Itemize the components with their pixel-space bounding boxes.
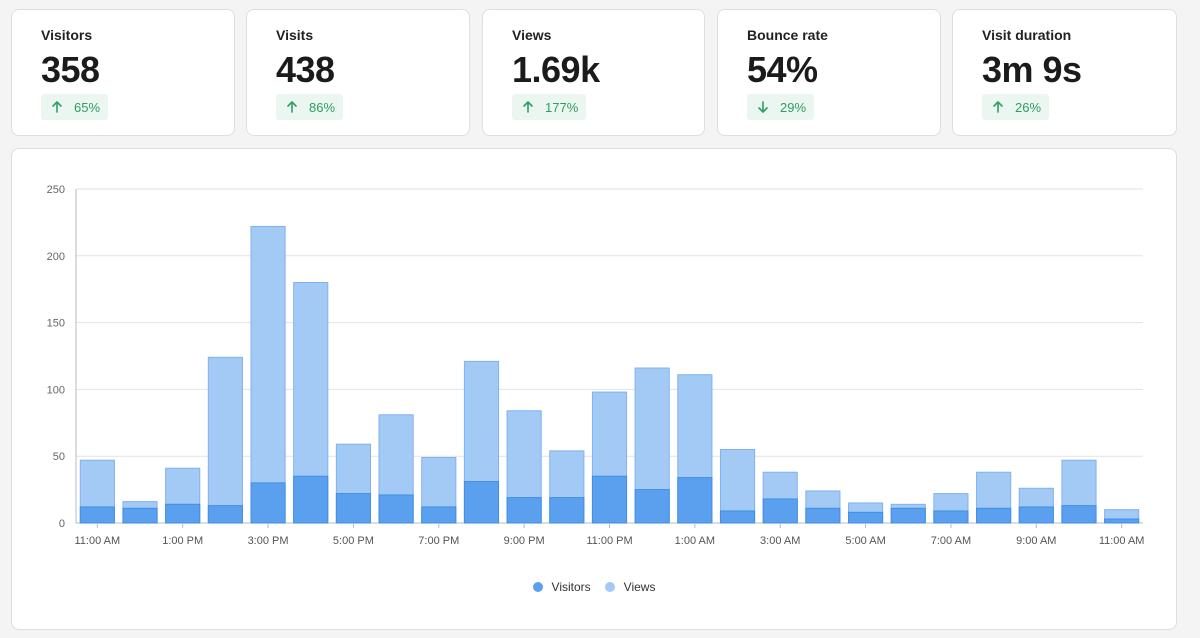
metric-change-badge: 86%: [276, 94, 344, 120]
metric-change-badge: 29%: [747, 94, 815, 120]
legend-label: Visitors: [551, 580, 591, 594]
bar-visitors[interactable]: [293, 475, 329, 524]
bar-visitors[interactable]: [805, 507, 841, 524]
metric-value: 1.69k: [512, 49, 600, 90]
y-tick-label: 200: [47, 251, 65, 263]
bar-visitors[interactable]: [1018, 506, 1054, 524]
bar-visitors[interactable]: [463, 481, 500, 524]
metric-change-value: 26%: [1015, 99, 1042, 115]
metric-label: Visits: [276, 27, 314, 43]
bar-visitors[interactable]: [207, 505, 243, 524]
metric-card-visit-duration[interactable]: Visit duration 3m 9s 26%: [952, 9, 1177, 136]
metric-value: 3m 9s: [982, 49, 1082, 90]
bar-chart[interactable]: 0 50 100 150 200 250 11:00 AM 1:00 PM 3:00 PM 5:0…: [12, 149, 1178, 569]
metric-label: Visitors: [41, 27, 93, 43]
metric-label: Bounce rate: [747, 27, 828, 43]
metric-change-value: 65%: [74, 99, 101, 115]
bar-views[interactable]: [207, 356, 243, 524]
metric-change-badge: 65%: [41, 94, 109, 120]
bar-visitors[interactable]: [719, 510, 756, 524]
metric-card-bounce-rate[interactable]: Bounce rate 54% 29%: [717, 9, 941, 136]
arrow-up-icon: [50, 100, 64, 114]
x-tick-label: 1:00 AM: [675, 535, 715, 547]
x-tick-label: 1:00 PM: [162, 535, 203, 547]
metric-label: Views: [512, 27, 552, 43]
x-tick-label: 11:00 AM: [1099, 535, 1145, 547]
bar-visitors[interactable]: [890, 507, 926, 524]
bar-visitors[interactable]: [165, 503, 201, 524]
metric-card-visits[interactable]: Visits 438 86%: [246, 9, 470, 136]
bar-visitors[interactable]: [250, 482, 286, 524]
metric-change-value: 86%: [309, 99, 336, 115]
x-tick-label: 7:00 AM: [931, 535, 971, 547]
chart-legend: Visitors Views: [12, 580, 1176, 594]
x-tick-label: 3:00 PM: [248, 535, 289, 547]
legend-item-visitors[interactable]: Visitors: [532, 580, 591, 594]
legend-swatch-views: [604, 582, 615, 592]
bar-visitors[interactable]: [677, 477, 713, 524]
metric-value: 54%: [747, 49, 818, 90]
x-tick-label: 5:00 AM: [845, 535, 885, 547]
metric-change-badge: 177%: [512, 94, 587, 120]
bar-visitors[interactable]: [1104, 518, 1140, 524]
bar-visitors[interactable]: [591, 475, 628, 524]
bar-visitors[interactable]: [122, 507, 158, 524]
y-tick-label: 250: [47, 184, 65, 196]
legend-swatch-visitors: [532, 582, 543, 592]
metric-value: 358: [41, 49, 100, 90]
metric-card-views[interactable]: Views 1.69k 177%: [482, 9, 705, 136]
arrow-up-icon: [991, 100, 1005, 114]
metric-change-value: 177%: [545, 99, 579, 115]
arrow-down-icon: [756, 100, 770, 114]
bar-views[interactable]: [250, 225, 286, 524]
bar-visitors[interactable]: [1061, 505, 1097, 524]
metric-label: Visit duration: [982, 27, 1072, 43]
y-tick-label: 0: [59, 518, 65, 530]
x-tick-label: 11:00 AM: [75, 535, 121, 547]
x-tick-label: 9:00 PM: [504, 535, 545, 547]
bar-visitors[interactable]: [378, 494, 414, 524]
bar-visitors[interactable]: [933, 510, 969, 524]
chart-card: 0 50 100 150 200 250 11:00 AM 1:00 PM 3:00 PM 5:0…: [11, 148, 1177, 630]
bar-visitors[interactable]: [848, 511, 884, 524]
bar-visitors[interactable]: [762, 498, 798, 524]
bar-visitors[interactable]: [506, 497, 542, 524]
arrow-up-icon: [285, 100, 299, 114]
metric-change-badge: 26%: [982, 94, 1050, 120]
legend-item-views[interactable]: Views: [604, 580, 656, 594]
arrow-up-icon: [521, 100, 535, 114]
metric-value: 438: [276, 49, 335, 90]
bar-visitors[interactable]: [634, 489, 670, 524]
bar-visitors[interactable]: [976, 507, 1012, 524]
y-tick-label: 50: [53, 451, 65, 463]
y-tick-label: 150: [47, 318, 65, 330]
metric-card-visitors[interactable]: Visitors 358 65%: [11, 9, 235, 136]
legend-label: Views: [623, 580, 656, 594]
y-tick-label: 100: [47, 384, 65, 396]
x-tick-label: 11:00 PM: [586, 535, 632, 547]
bar-visitors[interactable]: [79, 506, 115, 524]
bar-visitors[interactable]: [335, 493, 371, 524]
bar-visitors[interactable]: [549, 497, 585, 524]
x-tick-label: 9:00 AM: [1016, 535, 1056, 547]
x-tick-label: 7:00 PM: [418, 535, 459, 547]
bar-visitors[interactable]: [421, 506, 457, 524]
x-tick-label: 5:00 PM: [333, 535, 374, 547]
metric-change-value: 29%: [780, 99, 807, 115]
x-tick-label: 3:00 AM: [760, 535, 800, 547]
